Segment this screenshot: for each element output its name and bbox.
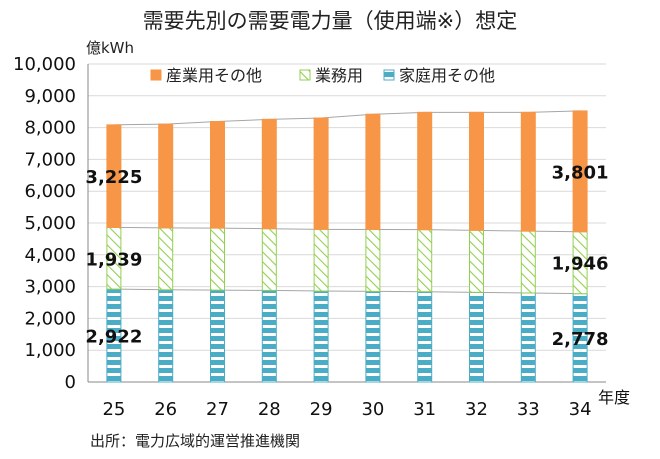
data-labels: 3,225 1,939 2,922 3,801 1,946 2,778 (85, 162, 608, 349)
bars (106, 110, 588, 383)
bar-segment (261, 289, 277, 383)
x-tick-label: 31 (413, 399, 436, 420)
bar-segment (469, 229, 484, 293)
series-line (113, 288, 581, 295)
bar-segment (158, 123, 174, 229)
y-tick-label: 9,000 (24, 86, 76, 107)
x-tick-labels: 25 26 27 28 29 30 31 32 33 34 (102, 399, 591, 420)
legend-label: 業務用 (315, 66, 363, 85)
bar-segment (469, 111, 484, 231)
legend: 産業用その他 業務用 家庭用その他 (150, 66, 495, 85)
legend-swatch (150, 69, 162, 81)
bar-segment (417, 229, 433, 293)
gridlines (87, 63, 606, 383)
y-tick-label: 1,000 (24, 340, 76, 361)
legend-label: 産業用その他 (166, 66, 262, 85)
y-tick-label: 3,000 (24, 277, 76, 298)
x-tick-label: 34 (569, 399, 592, 420)
data-label: 3,225 (85, 167, 142, 188)
y-tick-label: 7,000 (24, 149, 76, 170)
bar-segment (520, 292, 536, 383)
x-tick-label: 28 (258, 399, 281, 420)
series-line (113, 226, 581, 233)
data-label: 3,801 (552, 162, 609, 183)
bar-segment (158, 227, 174, 291)
data-label: 1,946 (552, 254, 609, 275)
bar-segment (261, 118, 277, 230)
bar-segment (313, 228, 329, 292)
data-label: 2,922 (85, 327, 142, 348)
chart-title: 需要先別の需要電力量（使用端※）想定 (143, 9, 518, 33)
bar-segment (313, 290, 329, 383)
x-tick-label: 25 (102, 399, 125, 420)
bar-segment (261, 228, 277, 291)
legend-swatch (383, 69, 395, 81)
x-tick-label: 33 (517, 399, 540, 420)
bar-segment (469, 291, 484, 383)
y-tick-label: 10,000 (13, 54, 76, 75)
bar-segment (417, 291, 433, 383)
data-label: 1,939 (85, 249, 142, 270)
legend-label: 家庭用その他 (399, 66, 495, 85)
bar-segment (365, 113, 381, 231)
bar-segment (106, 124, 122, 228)
x-tick-label: 29 (310, 399, 333, 420)
legend-swatch (299, 69, 311, 81)
x-tick-label: 32 (465, 399, 488, 420)
bar-segment (520, 111, 536, 232)
bar-segment (313, 117, 329, 230)
bar-segment (158, 289, 174, 383)
data-label: 2,778 (552, 329, 609, 350)
bar-segment (572, 110, 588, 233)
source-note: 出所：電力広域的運営推進機関 (90, 432, 300, 450)
bar-segment (417, 111, 433, 231)
bar-segment (365, 290, 381, 383)
y-tick-label: 5,000 (24, 213, 76, 234)
bar-segment (210, 227, 225, 291)
y-axis-unit: 億kWh (86, 39, 134, 57)
y-tick-label: 8,000 (24, 118, 76, 139)
bar-segment (520, 230, 536, 294)
y-tick-label: 6,000 (24, 181, 76, 202)
x-axis-label: 年度 (598, 388, 630, 407)
x-tick-label: 27 (206, 399, 229, 420)
series-connector-lines (113, 110, 581, 295)
y-tick-label: 4,000 (24, 245, 76, 266)
x-tick-label: 26 (154, 399, 177, 420)
series-line (113, 110, 581, 126)
bar-segment (210, 289, 225, 383)
y-tick-label: 2,000 (24, 308, 76, 329)
y-tick-labels: 0 1,000 2,000 3,000 4,000 5,000 6,000 7,000 8,00… (13, 54, 76, 393)
y-tick-label: 0 (65, 372, 76, 393)
bar-segment (210, 121, 225, 229)
bar-segment (365, 229, 381, 292)
x-tick-label: 30 (361, 399, 384, 420)
